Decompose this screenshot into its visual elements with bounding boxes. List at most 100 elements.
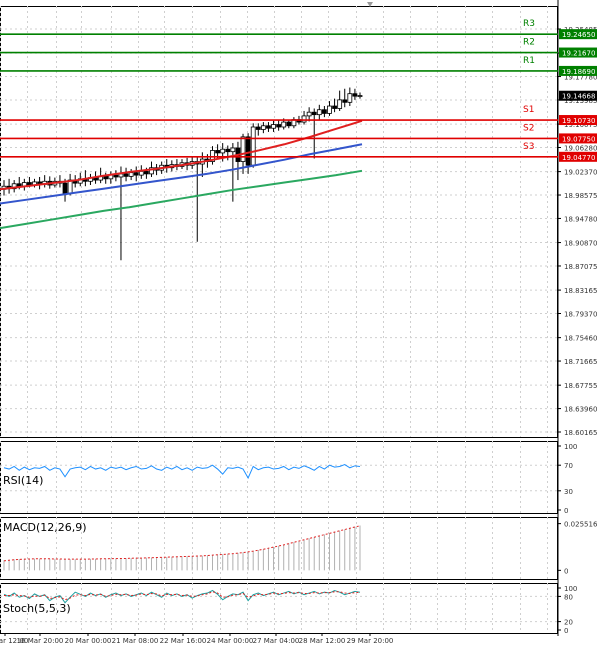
- candle-body: [301, 115, 307, 123]
- level-name-s3: S3: [523, 142, 534, 152]
- candle-body: [281, 121, 287, 128]
- candle-body: [306, 111, 312, 117]
- level-price-label: 19.07750: [562, 135, 595, 143]
- stoch-tick-label: 100: [564, 585, 577, 593]
- time-tick-label: 15 Mar 12:00: [0, 637, 28, 645]
- candle-body: [332, 105, 337, 109]
- stoch-pane-frame: [0, 583, 558, 634]
- scroll-marker-icon: [367, 2, 373, 7]
- candle-body: [128, 172, 134, 177]
- level-name-r3: R3: [523, 19, 535, 29]
- candle-body: [286, 121, 292, 127]
- rsi-tick-label: 70: [564, 462, 573, 470]
- stoch-main-line: [3, 589, 361, 604]
- candle-body: [123, 173, 129, 177]
- candle-body: [316, 109, 322, 116]
- level-price-badge: [559, 115, 597, 126]
- candle-body: [255, 126, 261, 130]
- candle-body: [347, 93, 353, 103]
- level-price-label: 19.04770: [562, 154, 595, 162]
- candle-body: [103, 175, 109, 180]
- level-price-label: 19.21670: [562, 50, 595, 58]
- price-tick-label: 18.83165: [564, 287, 597, 295]
- candle-body: [266, 125, 271, 129]
- moving-average-line: [0, 143, 363, 205]
- candle-body: [113, 174, 119, 178]
- time-tick-label: 16 Mar 20:00: [17, 637, 64, 645]
- level-name-r1: R1: [523, 56, 535, 66]
- candle-body: [337, 99, 343, 109]
- price-tick-label: 19.17780: [564, 74, 597, 82]
- candle-body: [133, 172, 139, 176]
- macd-tick-label: 0: [564, 567, 568, 575]
- candle-body: [62, 182, 68, 195]
- candle-body: [27, 182, 32, 186]
- price-tick-label: 19.10075: [564, 121, 597, 129]
- price-tick-label: 18.87075: [564, 263, 597, 271]
- candle-body: [230, 147, 236, 153]
- level-price-label: 19.24650: [562, 31, 595, 39]
- stoch-tick-label: 0: [564, 627, 568, 635]
- candle-body: [215, 150, 221, 154]
- candle-body: [245, 136, 251, 166]
- price-tick-label: 18.94780: [564, 215, 597, 223]
- time-tick-label: 29 Mar 20:00: [347, 637, 394, 645]
- macd-title: MACD(12,26,9): [3, 521, 87, 534]
- level-name-s1: S1: [523, 105, 534, 115]
- level-price-label: 19.18690: [562, 68, 595, 76]
- current-price-label: 19.14668: [562, 93, 595, 101]
- stoch-title: Stoch(5,5,3): [3, 602, 71, 615]
- candle-body: [149, 167, 154, 175]
- price-tick-label: 18.63960: [564, 406, 597, 414]
- level-name-s2: S2: [523, 123, 534, 133]
- price-tick-label: 19.06280: [564, 144, 597, 152]
- candle-body: [260, 125, 266, 130]
- price-tick-label: 18.98575: [564, 192, 597, 200]
- rsi-tick-label: 100: [564, 443, 577, 451]
- macd-tick-label: 0.025516: [564, 521, 598, 529]
- rsi-title: RSI(14): [3, 474, 43, 487]
- candle-body: [321, 109, 327, 114]
- price-tick-label: 18.71665: [564, 358, 597, 366]
- time-tick-label: 20 Mar 00:00: [65, 637, 112, 645]
- time-tick-label: 28 Mar 12:00: [299, 637, 346, 645]
- rsi-tick-label: 30: [564, 488, 573, 496]
- candle-body: [225, 148, 231, 153]
- time-tick-label: 21 Mar 08:00: [112, 637, 159, 645]
- rsi-tick-label: 0: [564, 507, 568, 515]
- price-tick-label: 19.02370: [564, 169, 597, 177]
- rsi-pane-frame: [0, 441, 558, 514]
- stoch-tick-label: 80: [564, 593, 573, 601]
- level-price-badge: [559, 133, 597, 144]
- time-tick-label: 27 Mar 04:00: [253, 637, 300, 645]
- time-tick-label: 22 Mar 16:00: [160, 637, 207, 645]
- price-tick-label: 18.60165: [564, 429, 597, 437]
- candle-body: [311, 111, 317, 116]
- candle-body: [138, 171, 144, 176]
- stoch-tick-label: 20: [564, 619, 573, 627]
- candle-body: [271, 124, 276, 129]
- stoch-signal-line: [4, 591, 361, 601]
- candle-body: [220, 148, 226, 154]
- moving-average-line: [0, 169, 363, 230]
- price-tick-label: 18.90870: [564, 240, 597, 248]
- level-price-badge: [559, 29, 597, 40]
- level-price-badge: [559, 151, 597, 162]
- price-tick-label: 18.67755: [564, 382, 597, 390]
- level-price-label: 19.10730: [562, 117, 595, 125]
- time-tick-label: 24 Mar 00:00: [207, 637, 254, 645]
- price-tick-label: 18.75460: [564, 335, 597, 343]
- candle-body: [250, 126, 256, 166]
- candle-body: [352, 93, 358, 97]
- candle-body: [342, 99, 348, 103]
- price-tick-label: 19.13985: [564, 97, 597, 105]
- candle-body: [143, 171, 149, 175]
- price-tick-label: 18.79370: [564, 311, 597, 319]
- candle-body: [327, 105, 332, 114]
- candle-body: [276, 124, 282, 128]
- moving-average-line: [0, 119, 363, 191]
- rsi-line: [3, 464, 361, 480]
- candle-body: [357, 95, 363, 97]
